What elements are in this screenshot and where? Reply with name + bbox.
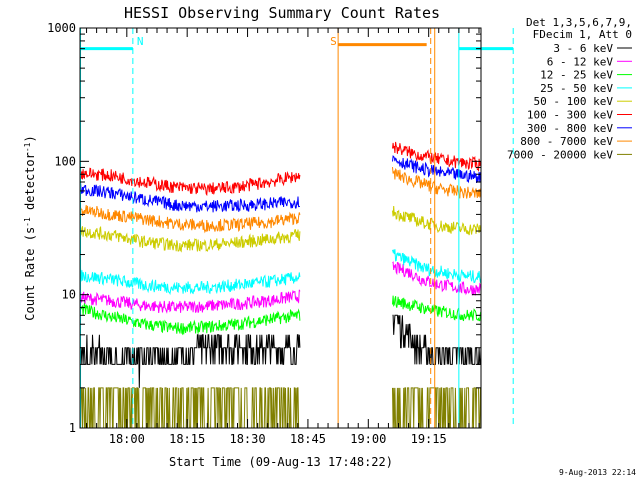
y-tick-label: 1000 (47, 21, 76, 35)
series-100-300-kev (79, 141, 482, 197)
series-line-300-800-kev-segment-2 (392, 155, 482, 184)
plot-area: N S 1 10 100 1000 18:00 18:15 18:30 18:45 19:00 19:… (47, 21, 514, 446)
series-line-100-300-kev-segment-2 (392, 141, 482, 172)
legend-header-line-1: Det 1,3,5,6,7,9, (526, 16, 632, 29)
series-line-7000-20000-kev-segment-1 (79, 387, 300, 429)
series-line-300-800-kev-segment-1 (79, 182, 301, 213)
legend-label-7000-20000-kev: 7000 - 20000 keV (507, 148, 613, 161)
series-12-25-kev (79, 295, 482, 336)
series-line-12-25-kev-segment-1 (79, 302, 301, 336)
chart-title: HESSI Observing Summary Count Rates (124, 4, 440, 22)
legend-label-12-25-kev: 12 - 25 keV (540, 69, 613, 82)
series-line-3-6-kev-segment-1 (80, 334, 301, 388)
y-axis-label: Count Rate (s-1 detector-1) (23, 135, 38, 320)
legend-label-100-300-kev: 100 - 300 keV (527, 109, 613, 122)
x-tick-label: 18:15 (169, 432, 205, 446)
series-800-7000-kev (79, 167, 482, 234)
series-7000-20000-kev (79, 387, 481, 429)
legend-label-3-6-kev: 3 - 6 keV (553, 42, 613, 55)
series-25-50-kev (79, 248, 482, 296)
series-6-12-kev (79, 261, 482, 314)
legend-label-800-7000-kev: 800 - 7000 keV (520, 135, 613, 148)
legend: Det 1,3,5,6,7,9, FDecim 1, Att 0 3 - 6 k… (507, 16, 632, 161)
series-line-25-50-kev-segment-1 (79, 268, 301, 296)
x-tick-label: 18:45 (290, 432, 326, 446)
series-line-6-12-kev-segment-2 (392, 261, 482, 296)
series-line-25-50-kev-segment-2 (392, 248, 482, 284)
x-tick-label: 18:30 (229, 432, 265, 446)
series-line-50-100-kev-segment-1 (79, 225, 301, 253)
series-line-6-12-kev-segment-1 (79, 289, 301, 314)
y-tick-label: 1 (69, 421, 76, 435)
series-line-7000-20000-kev-segment-2 (392, 387, 481, 429)
x-tick-label: 19:00 (350, 432, 386, 446)
x-axis-label: Start Time (09-Aug-13 17:48:22) (169, 455, 393, 469)
series-line-100-300-kev-segment-1 (79, 167, 301, 197)
y-tick-label: 100 (54, 154, 76, 168)
legend-label-50-100-kev: 50 - 100 keV (534, 95, 614, 108)
legend-label-300-800-kev: 300 - 800 keV (527, 122, 613, 135)
legend-header-line-2: FDecim 1, Att 0 (533, 28, 632, 41)
legend-label-6-12-kev: 6 - 12 keV (547, 55, 614, 68)
x-tick-label: 19:15 (411, 432, 447, 446)
x-tick-label: 18:00 (109, 432, 145, 446)
plot-frame (79, 27, 482, 429)
series-300-800-kev (79, 155, 482, 213)
series-line-800-7000-kev-segment-1 (79, 204, 301, 234)
annotation-s-label: S (330, 35, 337, 48)
series-line-800-7000-kev-segment-2 (392, 167, 482, 199)
series-line-3-6-kev-segment-2 (392, 314, 482, 365)
series-50-100-kev (79, 205, 482, 253)
series-line-50-100-kev-segment-2 (392, 205, 482, 236)
series-3-6-kev (80, 314, 482, 388)
generation-timestamp: 9-Aug-2013 22:14 (559, 468, 636, 477)
series-line-12-25-kev-segment-2 (392, 295, 482, 322)
annotation-n-label: N (137, 35, 144, 48)
legend-label-25-50-kev: 25 - 50 keV (540, 82, 613, 95)
y-tick-label: 10 (62, 288, 76, 302)
